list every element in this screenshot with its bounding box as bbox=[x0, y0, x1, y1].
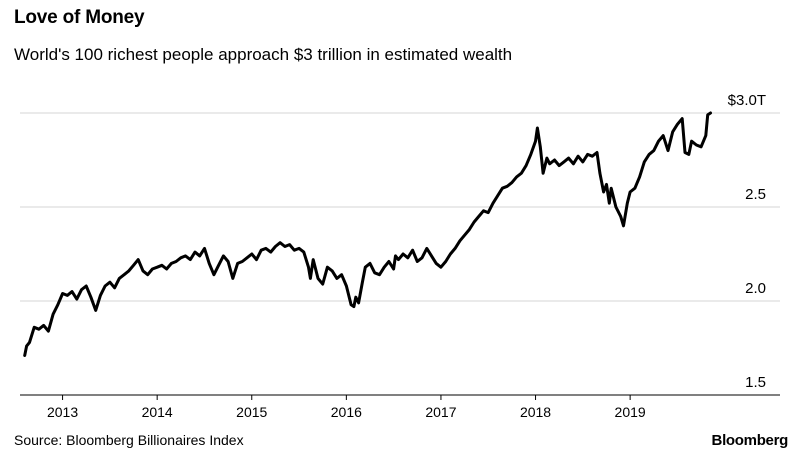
x-tick-label: 2013 bbox=[47, 404, 78, 420]
y-tick-labels: 1.5 2.0 2.5 $3.0T bbox=[728, 92, 766, 391]
y-tick-label: 1.5 bbox=[745, 374, 766, 391]
x-tick-label: 2015 bbox=[236, 404, 267, 420]
chart-title: Love of Money bbox=[14, 7, 145, 28]
grid-lines bbox=[20, 112, 780, 302]
x-tick-label: 2018 bbox=[520, 404, 551, 420]
y-tick-label: 2.5 bbox=[745, 186, 766, 203]
x-axis bbox=[20, 394, 780, 400]
x-tick-label: 2019 bbox=[615, 404, 646, 420]
series-line bbox=[23, 111, 712, 357]
y-tick-label: 2.0 bbox=[745, 280, 766, 297]
chart-subtitle: World's 100 richest people approach $3 t… bbox=[14, 45, 513, 64]
x-tick-labels: 2013 2014 2015 2016 2017 2018 2019 bbox=[47, 404, 646, 420]
x-tick-label: 2016 bbox=[331, 404, 362, 420]
brand-logo: Bloomberg bbox=[711, 432, 789, 449]
y-tick-label: $3.0T bbox=[728, 92, 766, 109]
x-tick-label: 2017 bbox=[425, 404, 456, 420]
source-note: Source: Bloomberg Billionaires Index bbox=[14, 432, 244, 448]
x-tick-label: 2014 bbox=[142, 404, 173, 420]
